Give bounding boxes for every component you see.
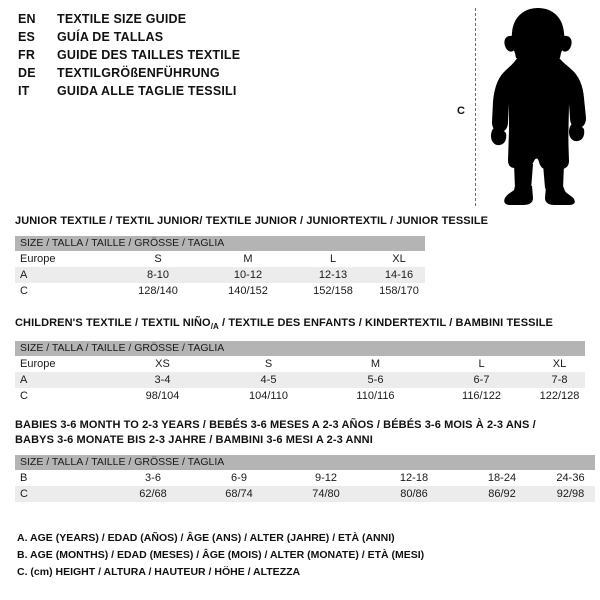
cell: S (215, 356, 322, 373)
section-junior-textile: JUNIOR TEXTILE / TEXTIL JUNIOR/ TEXTILE … (15, 214, 488, 299)
cell: 68/74 (196, 486, 282, 502)
row-label: C (15, 388, 110, 405)
cell: 128/140 (113, 283, 203, 299)
row-label: C (15, 283, 113, 299)
table-row: C 128/140 140/152 152/158 158/170 (15, 283, 425, 299)
cell: 24-36 (546, 470, 595, 486)
cell: 74/80 (282, 486, 370, 502)
multilingual-title-block: EN TEXTILE SIZE GUIDE ES GUÍA DE TALLAS … (18, 12, 438, 102)
cell: M (322, 356, 429, 373)
row-label: Europe (15, 251, 113, 267)
cell: M (203, 251, 293, 267)
height-measurement-figure: C (450, 0, 600, 215)
cell: 86/92 (458, 486, 546, 502)
cell: 12-18 (370, 470, 458, 486)
row-label: C (15, 486, 110, 502)
title-text-fr: GUIDE DES TAILLES TEXTILE (57, 48, 241, 62)
table-band-header: SIZE / TALLA / TAILLE / GRÖSSE / TAGLIA (15, 341, 585, 357)
cell: 6-9 (196, 470, 282, 486)
section-heading-junior: JUNIOR TEXTILE / TEXTIL JUNIOR/ TEXTILE … (15, 215, 489, 227)
cell: 7-8 (534, 372, 585, 389)
language-code-es: ES (18, 30, 36, 44)
cell: 110/116 (322, 388, 429, 405)
cell: L (429, 356, 534, 373)
title-row: EN TEXTILE SIZE GUIDE (18, 12, 438, 30)
cell: 62/68 (110, 486, 196, 502)
size-table-junior: SIZE / TALLA / TAILLE / GRÖSSE / TAGLIA … (15, 236, 425, 299)
language-code-de: DE (18, 66, 36, 80)
language-code-fr: FR (18, 48, 36, 62)
table-row: A 8-10 10-12 12-13 14-16 (15, 267, 425, 283)
cell: 98/104 (110, 388, 215, 405)
cell: 9-12 (282, 470, 370, 486)
section-heading-children: CHILDREN'S TEXTILE / TEXTIL NIÑO/A / TEX… (15, 316, 585, 334)
band-label: SIZE / TALLA / TAILLE / GRÖSSE / TAGLIA (15, 341, 585, 357)
table-row: A 3-4 4-5 5-6 6-7 7-8 (15, 372, 585, 389)
title-text-en: TEXTILE SIZE GUIDE (57, 12, 187, 26)
band-label: SIZE / TALLA / TAILLE / GRÖSSE / TAGLIA (15, 236, 425, 251)
cell: L (293, 251, 373, 267)
cell: 10-12 (203, 267, 293, 283)
legend-line-b: B. AGE (MONTHS) / EDAD (MESES) / ÂGE (MO… (17, 549, 425, 561)
cell: 122/128 (534, 388, 585, 405)
table-row: C 98/104 104/110 110/116 116/122 122/128 (15, 388, 585, 405)
height-axis-label: C (457, 105, 465, 117)
legend-line-c: C. (cm) HEIGHT / ALTURA / HAUTEUR / HÖHE… (17, 566, 301, 578)
title-row: IT GUIDA ALLE TAGLIE TESSILI (18, 84, 438, 102)
title-text-es: GUÍA DE TALLAS (57, 30, 164, 44)
row-label: Europe (15, 356, 110, 373)
title-text-it: GUIDA ALLE TAGLIE TESSILI (57, 84, 237, 98)
table-row: B 3-6 6-9 9-12 12-18 18-24 24-36 (15, 470, 595, 486)
height-dashed-line (475, 8, 476, 206)
cell: 3-6 (110, 470, 196, 486)
row-label: A (15, 267, 113, 283)
band-label: SIZE / TALLA / TAILLE / GRÖSSE / TAGLIA (15, 455, 595, 470)
cell: 116/122 (429, 388, 534, 405)
size-table-children: SIZE / TALLA / TAILLE / GRÖSSE / TAGLIA … (15, 341, 585, 405)
row-label: B (15, 470, 110, 486)
size-table-babies: SIZE / TALLA / TAILLE / GRÖSSE / TAGLIA … (15, 455, 595, 502)
title-row: ES GUÍA DE TALLAS (18, 30, 438, 48)
title-row: FR GUIDE DES TAILLES TEXTILE (18, 48, 438, 66)
title-row: DE TEXTILGRÖßENFÜHRUNG (18, 66, 438, 84)
cell: 14-16 (373, 267, 425, 283)
cell: 18-24 (458, 470, 546, 486)
section-childrens-textile: CHILDREN'S TEXTILE / TEXTIL NIÑO/A / TEX… (15, 316, 585, 405)
cell: 3-4 (110, 372, 215, 389)
heading-part-pre: CHILDREN'S TEXTILE / TEXTIL NIÑO (15, 317, 211, 329)
table-row: Europe S M L XL (15, 251, 425, 267)
heading-part-subscript: /A (210, 322, 219, 332)
cell: 80/86 (370, 486, 458, 502)
cell: 4-5 (215, 372, 322, 389)
cell: XS (110, 356, 215, 373)
table-row: Europe XS S M L XL (15, 356, 585, 373)
cell: 104/110 (215, 388, 322, 405)
toddler-silhouette-icon (491, 8, 586, 205)
legend-block: A. AGE (YEARS) / EDAD (AÑOS) / ÂGE (ANS)… (17, 530, 577, 581)
cell: 6-7 (429, 372, 534, 389)
cell: 158/170 (373, 283, 425, 299)
cell: 152/158 (293, 283, 373, 299)
title-text-de: TEXTILGRÖßENFÜHRUNG (57, 66, 220, 80)
row-label: A (15, 372, 110, 389)
cell: XL (373, 251, 425, 267)
cell: 12-13 (293, 267, 373, 283)
table-band-header: SIZE / TALLA / TAILLE / GRÖSSE / TAGLIA (15, 455, 595, 470)
table-band-header: SIZE / TALLA / TAILLE / GRÖSSE / TAGLIA (15, 236, 425, 251)
cell: 92/98 (546, 486, 595, 502)
section-heading-babies-line1: BABIES 3-6 MONTH TO 2-3 YEARS / BEBÉS 3-… (15, 419, 536, 431)
cell: 140/152 (203, 283, 293, 299)
section-heading-babies-line2: BABYS 3-6 MONATE BIS 2-3 JAHRE / BAMBINI… (15, 434, 373, 446)
cell: XL (534, 356, 585, 373)
cell: 5-6 (322, 372, 429, 389)
language-code-it: IT (18, 84, 30, 98)
heading-part-post: / TEXTILE DES ENFANTS / KINDERTEXTIL / B… (218, 317, 553, 329)
section-babies-textile: BABIES 3-6 MONTH TO 2-3 YEARS / BEBÉS 3-… (15, 418, 595, 502)
cell: 8-10 (113, 267, 203, 283)
table-row: C 62/68 68/74 74/80 80/86 86/92 92/98 (15, 486, 595, 502)
language-code-en: EN (18, 12, 36, 26)
legend-line-a: A. AGE (YEARS) / EDAD (AÑOS) / ÂGE (ANS)… (17, 532, 395, 544)
cell: S (113, 251, 203, 267)
